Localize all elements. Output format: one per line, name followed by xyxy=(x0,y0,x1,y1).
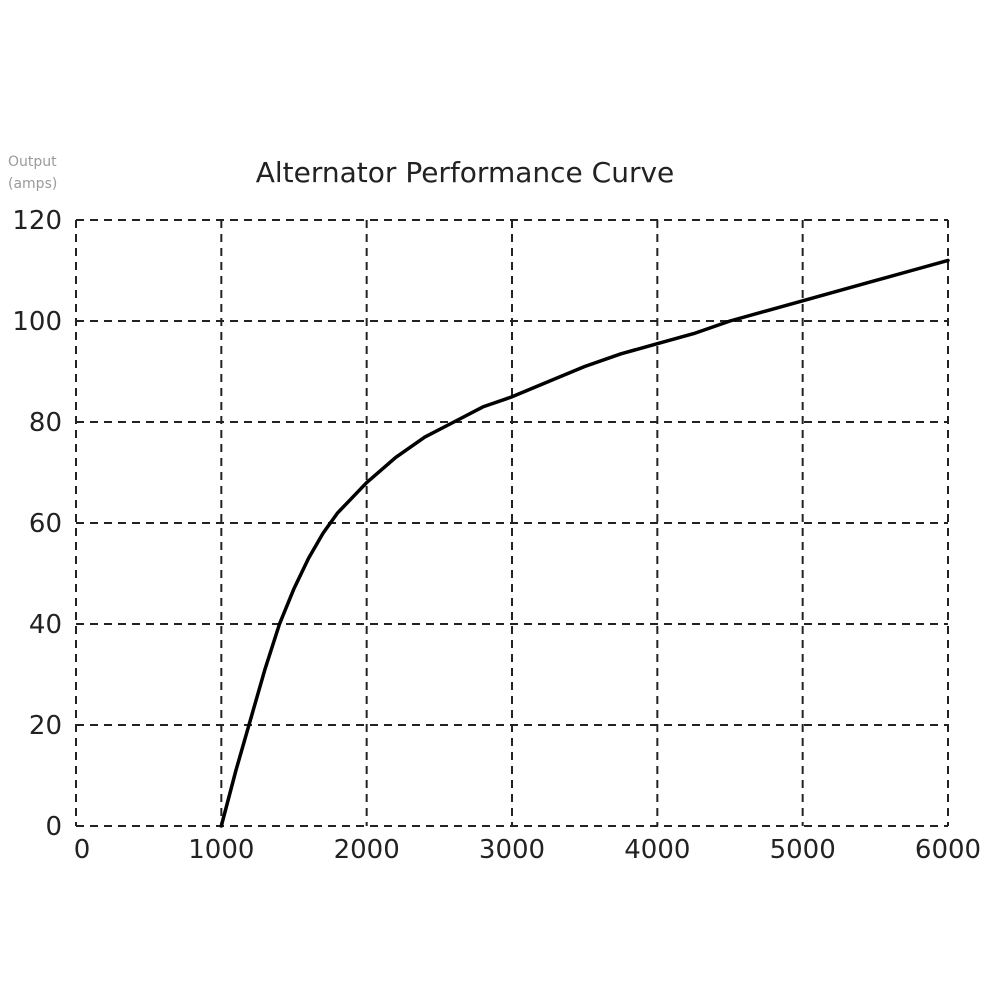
y-tick-label: 80 xyxy=(29,408,62,438)
series-line-0 xyxy=(219,258,950,828)
y-tick-label: 60 xyxy=(29,509,62,539)
x-tick-label: 5000 xyxy=(770,835,836,865)
x-tick-label: 0 xyxy=(74,835,91,865)
y-tick-label: 100 xyxy=(12,307,62,337)
y-tick-label: 120 xyxy=(12,206,62,236)
grid xyxy=(75,219,949,827)
x-tick-label: 4000 xyxy=(624,835,690,865)
x-tick-labels: 0 1000 2000 3000 4000 5000 6000 xyxy=(74,835,981,865)
series xyxy=(219,258,950,828)
chart-title: Alternator Performance Curve xyxy=(256,156,675,189)
y-tick-label: 20 xyxy=(29,711,62,741)
y-axis-label-line-1: Output xyxy=(8,154,57,170)
y-axis-label-line-2: (amps) xyxy=(8,176,57,192)
y-tick-labels: 0 20 40 60 80 100 120 xyxy=(12,206,62,842)
y-tick-label: 40 xyxy=(29,610,62,640)
x-tick-label: 3000 xyxy=(479,835,545,865)
y-tick-label: 0 xyxy=(45,812,62,842)
x-tick-label: 1000 xyxy=(188,835,254,865)
x-tick-label: 6000 xyxy=(915,835,981,865)
x-tick-label: 2000 xyxy=(334,835,400,865)
